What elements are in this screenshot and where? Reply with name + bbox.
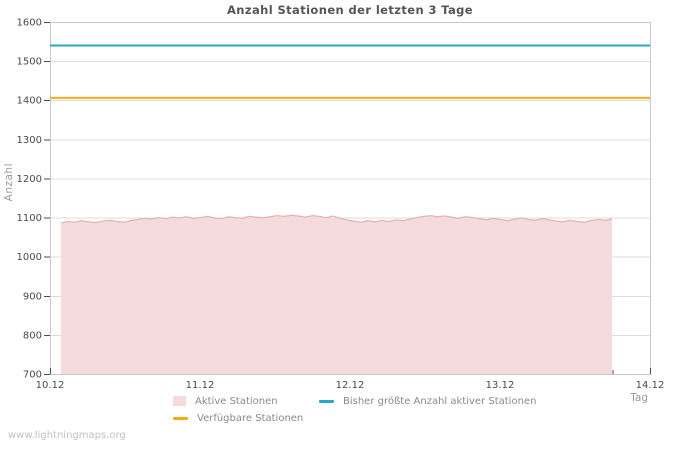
watermark-url: www.lightningmaps.org	[8, 430, 126, 441]
y-axis-title: Anzahl	[3, 163, 15, 202]
y-tick-label: 700	[23, 370, 42, 381]
y-tick-label: 1500	[17, 57, 42, 68]
legend-item-available-stations: Verfügbare Stationen	[173, 412, 303, 424]
legend-item-max-active-stations: Bisher größte Anzahl aktiver Stationen	[319, 395, 536, 407]
x-tick-label: 12.12	[336, 380, 365, 391]
active-stations-area-edge	[60, 214, 613, 224]
legend-label-available-stations: Verfügbare Stationen	[197, 412, 304, 424]
y-tick-label: 800	[23, 330, 42, 341]
y-tick-label: 1400	[17, 96, 42, 107]
x-tick-label: 13.12	[486, 380, 515, 391]
x-axis-title: Tag	[630, 392, 648, 404]
legend-label-active-stations: Aktive Stationen	[195, 395, 278, 407]
y-tick-label: 900	[23, 291, 42, 302]
available-stations-swatch	[173, 416, 188, 420]
chart-title: Anzahl Stationen der letzten 3 Tage	[226, 3, 474, 17]
y-tick-label: 1200	[17, 174, 42, 185]
legend-item-active-stations: Aktive Stationen	[173, 395, 278, 407]
max-active-stations-swatch	[319, 399, 334, 403]
legend-label-max-active-stations: Bisher größte Anzahl aktiver Stationen	[343, 395, 537, 407]
y-tick-label: 1000	[17, 252, 42, 263]
x-tick-label: 14.12	[636, 380, 665, 391]
x-tick-label: 11.12	[186, 380, 215, 391]
plot-border	[50, 22, 651, 375]
active-stations-swatch	[173, 396, 186, 406]
active-stations-area	[61, 215, 612, 374]
y-tick-label: 1100	[17, 213, 42, 224]
y-tick-label: 1600	[17, 18, 42, 29]
y-tick-label: 1300	[17, 135, 42, 146]
x-tick-label: 10.12	[36, 380, 65, 391]
